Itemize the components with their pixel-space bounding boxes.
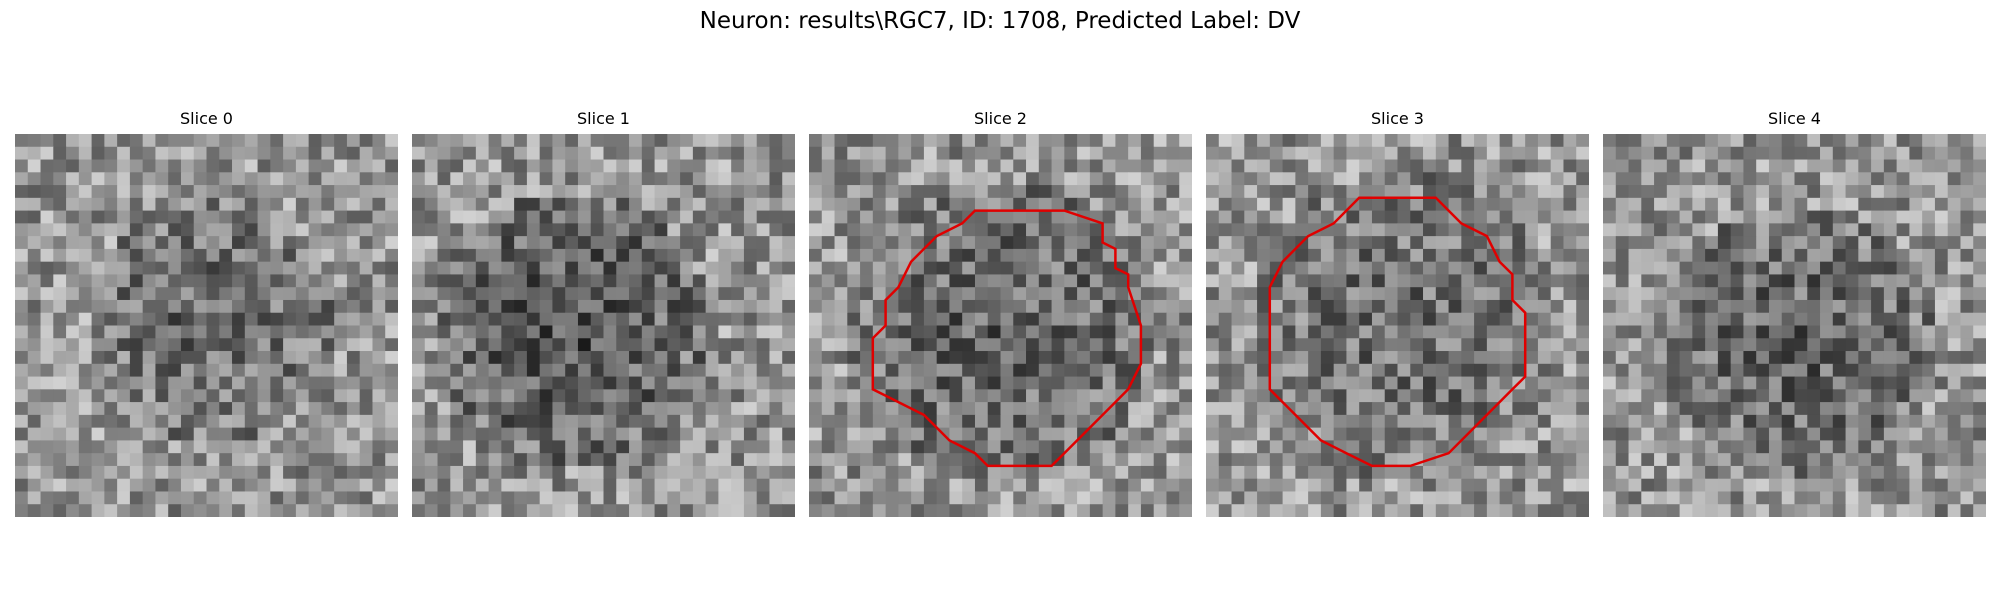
cell-contour-3 <box>1268 196 1527 468</box>
slice-title-4: Slice 4 <box>1768 109 1821 128</box>
slice-panel-2: Slice 2 <box>809 108 1192 517</box>
cell-contour-2 <box>871 209 1143 468</box>
slice-title-2: Slice 2 <box>974 109 1027 128</box>
slice-panel-4: Slice 4 <box>1603 108 1986 517</box>
slice-image-0 <box>15 134 398 517</box>
slice-image-4 <box>1603 134 1986 517</box>
slice-title-1: Slice 1 <box>577 109 630 128</box>
slice-title-0: Slice 0 <box>180 109 233 128</box>
slice-image-2 <box>809 134 1192 517</box>
slice-title-3: Slice 3 <box>1371 109 1424 128</box>
slice-image-3 <box>1206 134 1589 517</box>
slice-panel-0: Slice 0 <box>15 108 398 517</box>
figure-title: Neuron: results\RGC7, ID: 1708, Predicte… <box>699 8 1301 34</box>
slice-image-1 <box>412 134 795 517</box>
slice-panel-1: Slice 1 <box>412 108 795 517</box>
slice-panel-3: Slice 3 <box>1206 108 1589 517</box>
